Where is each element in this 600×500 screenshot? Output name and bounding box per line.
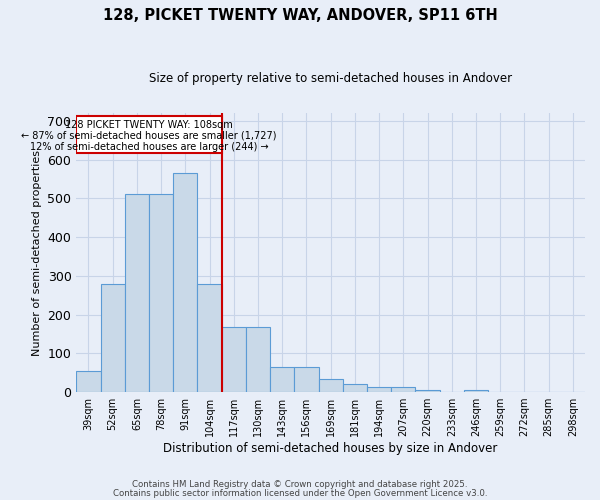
Bar — [367, 388, 391, 392]
Text: 128, PICKET TWENTY WAY, ANDOVER, SP11 6TH: 128, PICKET TWENTY WAY, ANDOVER, SP11 6T… — [103, 8, 497, 22]
Bar — [270, 367, 295, 392]
Bar — [125, 194, 149, 392]
Bar — [343, 384, 367, 392]
Bar — [221, 327, 246, 392]
Bar — [464, 390, 488, 392]
Text: Contains HM Land Registry data © Crown copyright and database right 2025.: Contains HM Land Registry data © Crown c… — [132, 480, 468, 489]
Text: ← 87% of semi-detached houses are smaller (1,727): ← 87% of semi-detached houses are smalle… — [21, 131, 277, 141]
Text: 12% of semi-detached houses are larger (244) →: 12% of semi-detached houses are larger (… — [29, 142, 268, 152]
Y-axis label: Number of semi-detached properties: Number of semi-detached properties — [32, 150, 42, 356]
Bar — [149, 194, 173, 392]
Bar — [197, 284, 221, 392]
Bar — [101, 284, 125, 392]
Bar — [173, 173, 197, 392]
Bar — [246, 327, 270, 392]
Bar — [76, 116, 221, 152]
Bar — [319, 378, 343, 392]
Bar — [295, 367, 319, 392]
Title: Size of property relative to semi-detached houses in Andover: Size of property relative to semi-detach… — [149, 72, 512, 86]
Bar — [76, 371, 101, 392]
Bar — [415, 390, 440, 392]
X-axis label: Distribution of semi-detached houses by size in Andover: Distribution of semi-detached houses by … — [163, 442, 498, 455]
Text: Contains public sector information licensed under the Open Government Licence v3: Contains public sector information licen… — [113, 489, 487, 498]
Bar — [391, 388, 415, 392]
Text: 128 PICKET TWENTY WAY: 108sqm: 128 PICKET TWENTY WAY: 108sqm — [65, 120, 233, 130]
